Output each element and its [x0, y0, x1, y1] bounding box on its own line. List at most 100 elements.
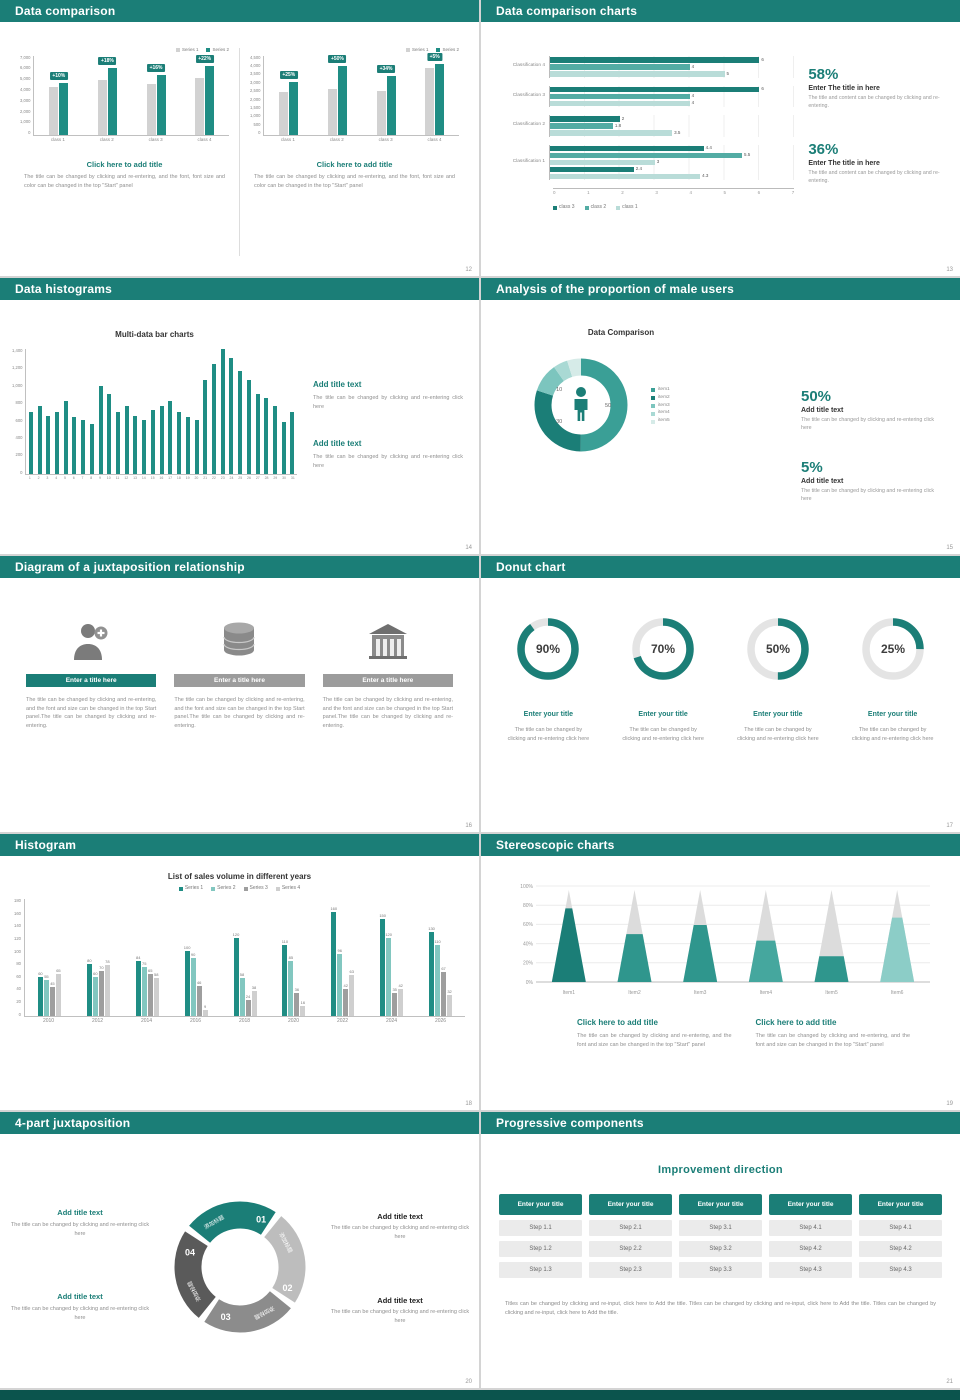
bars [272, 349, 277, 474]
chart-title: Multi-data bar charts [115, 330, 194, 339]
title-bar-button[interactable]: Enter a title here [26, 674, 157, 687]
bar [124, 406, 129, 474]
y-tick-label: 0 [20, 469, 23, 475]
bar-group: +25% [264, 56, 313, 135]
y-tick-label: 80% [522, 903, 533, 909]
step-cell[interactable]: Step 3.2 [679, 1241, 762, 1257]
y-tick-label: 100% [520, 884, 533, 890]
bar: 2.4 [550, 166, 642, 172]
y-tick-label: 20 [16, 999, 21, 1005]
donut-ring: 90% [517, 618, 580, 680]
step-cell[interactable]: Step 4.3 [859, 1262, 942, 1278]
step-cell[interactable]: Step 4.2 [769, 1241, 852, 1257]
bar [177, 411, 182, 474]
bar: 46 [196, 981, 202, 1016]
slide-14-data-histograms[interactable]: Data histograms Multi-data bar charts 1,… [0, 278, 479, 554]
bar: 85 [288, 955, 294, 1016]
stat-block: 5% Add title text The title can be chang… [801, 459, 946, 504]
slide-title: 4-part juxtaposition [15, 1116, 131, 1130]
step-cell[interactable]: Step 1.2 [499, 1241, 582, 1257]
donut-ring: 25% [856, 612, 930, 691]
nurse-icon-svg [74, 624, 108, 660]
title-bar-button[interactable]: Enter a title here [322, 674, 453, 687]
y-tick-label: 800 [15, 400, 23, 406]
title-bar-button[interactable]: Enter a title here [174, 674, 305, 687]
chart-row: 1,400 1,200 1,000 800 600 400 200 0 1 2 3 4 5 6 7 8 9 10 1… [12, 348, 297, 481]
step-cell[interactable]: Step 4.2 [859, 1241, 942, 1257]
step-header-button[interactable]: Enter your title [679, 1194, 762, 1215]
slide-15-male-users-proportion[interactable]: Analysis of the proportion of male users… [481, 278, 960, 554]
bars [281, 349, 286, 474]
growth-flag: +50% [328, 55, 347, 64]
slide-18-histogram[interactable]: Histogram List of sales volume in differ… [0, 834, 479, 1110]
bar: 110 [282, 939, 288, 1016]
y-tick-label: 2,500 [250, 88, 261, 94]
legend-item: item3 [651, 403, 670, 409]
slide-16-juxtaposition-diagram[interactable]: Diagram of a juxtaposition relationship … [0, 556, 479, 832]
slide-12-data-comparison[interactable]: Data comparison Series 1 Series 2 7,000 6,0… [0, 0, 479, 276]
y-tick-label: 600 [15, 417, 23, 423]
step-cell[interactable]: Step 4.3 [769, 1262, 852, 1278]
bar-group: Classification 1 4.4 5.5 3 2.4 4.3 [495, 144, 795, 180]
segment-number: 02 [282, 1283, 292, 1293]
bars: 4.4 5.5 3 2.4 4.3 [549, 144, 795, 180]
ring-percent-label: 50% [766, 642, 790, 656]
bars [146, 56, 166, 135]
bar: 100 [184, 946, 190, 1016]
slide-title: Data histograms [15, 282, 113, 296]
legend-item: item4 [651, 411, 670, 416]
bar: 5.5 [550, 152, 750, 158]
page-number: 19 [946, 1101, 953, 1107]
male-icon [574, 387, 588, 421]
step-header-button[interactable]: Enter your title [859, 1194, 942, 1215]
legend-swatch [175, 48, 180, 53]
bar: 4 [550, 64, 694, 70]
bar-group [175, 349, 184, 474]
slide-body: Multi-data bar charts 1,400 1,200 1,000 800… [0, 300, 479, 554]
step-cell[interactable]: Step 4.1 [769, 1220, 852, 1236]
bar: 4.4 [550, 145, 712, 151]
step-cell[interactable]: Step 1.1 [499, 1220, 582, 1236]
bars [28, 349, 33, 474]
x-tick-label: 2016 [189, 1018, 202, 1024]
bar-value-label: 4 [691, 93, 695, 98]
y-tick-label: 6,000 [20, 65, 31, 71]
bars: 110 85 36 16 [282, 899, 306, 1016]
bar-group [201, 349, 210, 474]
slide-20-4part-juxtaposition[interactable]: 4-part juxtaposition 01 添加标题 02 添加标题 03 添加标题 0… [0, 1112, 479, 1388]
bar: 42 [398, 983, 404, 1016]
slide-21-progressive-components[interactable]: Progressive components Improvement direc… [481, 1112, 960, 1388]
bars: 6 4 5 [549, 56, 795, 78]
y-tick-label: 1,200 [12, 365, 23, 371]
bar-value-label: 2 [621, 115, 625, 121]
slide-19-stereoscopic-charts[interactable]: Stereoscopic charts 100% 80% 60% 40% 20% 0% It… [481, 834, 960, 1110]
bar: 96 [337, 948, 343, 1016]
step-header-button[interactable]: Enter your title [499, 1194, 582, 1215]
step-cell[interactable]: Step 2.2 [589, 1241, 672, 1257]
slide-17-donut-chart[interactable]: Donut chart 90% Enter your title The tit… [481, 556, 960, 832]
step-cell[interactable]: Step 3.1 [679, 1220, 762, 1236]
ring-percent-label: 25% [881, 642, 905, 656]
slide-13-data-comparison-charts[interactable]: Data comparison charts Classification 4 6… [481, 0, 960, 276]
step-cell[interactable]: Step 4.1 [859, 1220, 942, 1236]
step-cell[interactable]: Step 1.3 [499, 1262, 582, 1278]
footer-note: Titles can be changed by clicking and re… [505, 1301, 936, 1316]
bar: 3 [550, 159, 659, 165]
bar: 55 [43, 975, 49, 1016]
donut-column: 70% Enter your title The title can be ch… [612, 612, 715, 832]
step-cell[interactable]: Step 2.3 [589, 1262, 672, 1278]
step-header-button[interactable]: Enter your title [589, 1194, 672, 1215]
bar-group: 160 96 42 63 [318, 899, 367, 1016]
step-cell[interactable]: Step 3.3 [679, 1262, 762, 1278]
bar-group: 120 58 24 38 [221, 899, 270, 1016]
x-tick-label: 13 [133, 476, 137, 480]
x-tick-label: 2022 [336, 1018, 349, 1024]
bar-value-label: 16 [300, 999, 306, 1005]
bar-value-label: 120 [385, 932, 393, 938]
bar: 36 [294, 987, 300, 1016]
bar-group: Classification 4 6 4 5 [495, 56, 795, 78]
bar-value-label: 60 [93, 971, 98, 977]
block-title: Click here to add title [755, 1018, 837, 1027]
step-header-button[interactable]: Enter your title [769, 1194, 852, 1215]
step-cell[interactable]: Step 2.1 [589, 1220, 672, 1236]
